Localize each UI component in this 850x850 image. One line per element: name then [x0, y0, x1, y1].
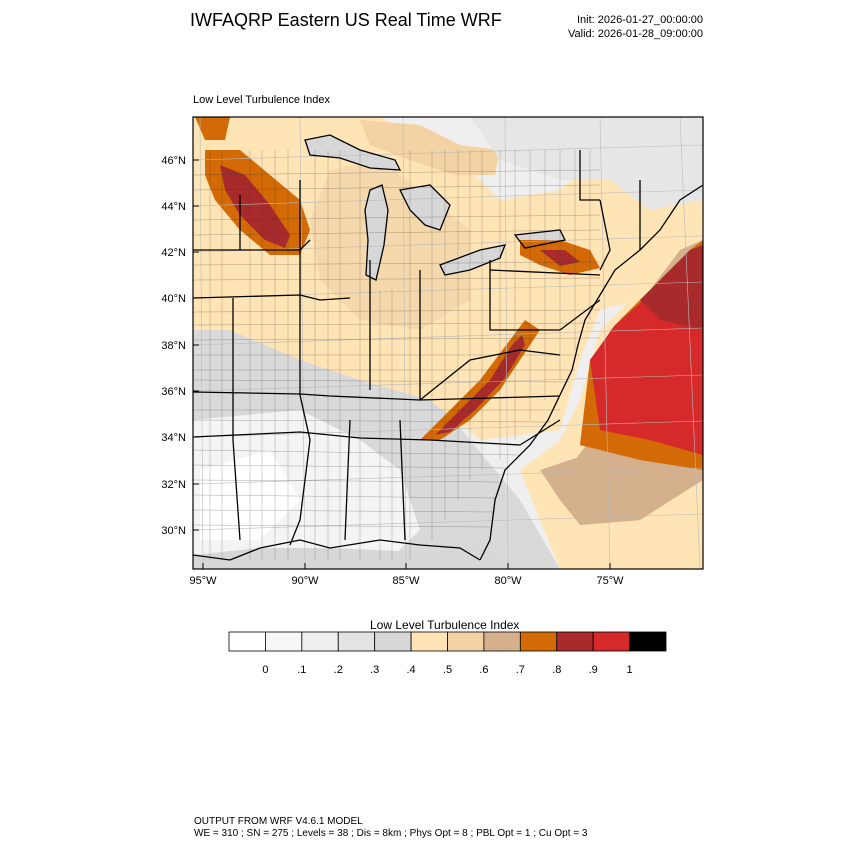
colorbar-swatch: [410, 631, 448, 652]
lon-label: 95°W: [189, 575, 217, 587]
plot-title: Low Level Turbulence Index: [193, 94, 330, 106]
colorbar-label: .1: [297, 664, 306, 676]
map-field: [193, 117, 703, 569]
colorbar-label: .2: [334, 664, 343, 676]
midwest-red: [220, 165, 290, 248]
colorbar-label: .3: [370, 664, 379, 676]
lon-label: 80°W: [494, 575, 522, 587]
colorbar-label: .5: [443, 664, 452, 676]
lat-label: 44°N: [161, 201, 186, 213]
lat-label: 46°N: [161, 155, 186, 167]
colorbar-label: .4: [406, 664, 415, 676]
valid-time: Valid: 2026-01-28_09:00:00: [568, 28, 703, 40]
lon-label: 85°W: [392, 575, 420, 587]
colorbar-swatch: [519, 631, 558, 652]
lat-label: 30°N: [161, 525, 186, 537]
gray-field-canada: [470, 117, 703, 210]
colorbar-label: .9: [589, 664, 598, 676]
northwest-orange: [195, 117, 230, 140]
colorbar-label: .7: [516, 664, 525, 676]
longitude-axis: 95°W 90°W 85°W 80°W 75°W: [189, 563, 624, 587]
colorbar: 0 .1 .2 .3 .4 .5 .6 .7 .8 .9 1: [228, 631, 667, 676]
footer-model-line: OUTPUT FROM WRF V4.6.1 MODEL: [194, 816, 363, 827]
colorbar-swatch: [337, 631, 376, 652]
lon-label: 75°W: [596, 575, 624, 587]
lake-erie: [440, 245, 505, 275]
lake-huron: [400, 185, 450, 230]
lat-label: 40°N: [161, 293, 186, 305]
footer-config-line: WE = 310 ; SN = 275 ; Levels = 38 ; Dis …: [194, 828, 588, 839]
colorbar-swatch: [483, 631, 521, 652]
colorbar-swatch: [301, 631, 339, 652]
gulf-gray: [193, 548, 520, 569]
colorbar-label: 0: [262, 664, 268, 676]
lat-label: 38°N: [161, 340, 186, 352]
lake-superior: [305, 135, 400, 170]
colorbar-label: .8: [552, 664, 561, 676]
colorbar-title: Low Level Turbulence Index: [370, 618, 520, 632]
colorbar-swatch: [228, 631, 266, 652]
map-frame: [192, 116, 704, 570]
colorbar-swatch: [265, 631, 303, 652]
colorbar-label: .6: [479, 664, 488, 676]
lake-michigan: [365, 185, 388, 280]
state-borders: [193, 134, 703, 561]
lat-label: 32°N: [161, 479, 186, 491]
init-time: Init: 2026-01-27_00:00:00: [577, 14, 703, 26]
colorbar-swatch: [556, 631, 594, 652]
colorbar-swatch: [374, 631, 412, 652]
ocean-darkred-field: [640, 245, 703, 330]
lat-label: 34°N: [161, 432, 186, 444]
appalachian-red: [435, 335, 525, 435]
colorbar-label: 1: [627, 664, 633, 676]
latitude-axis: 46°N 44°N 42°N 40°N 38°N 36°N 34°N 32°N 30°N: [161, 155, 199, 537]
lon-label: 90°W: [291, 575, 319, 587]
colorbar-swatch: [592, 631, 630, 652]
ocean-brown-patch: [540, 450, 640, 525]
county-borders: [193, 150, 601, 560]
main-title: IWFAQRP Eastern US Real Time WRF: [190, 10, 502, 30]
lat-label: 36°N: [161, 386, 186, 398]
lat-label: 42°N: [161, 247, 186, 259]
colorbar-swatch: [629, 631, 667, 652]
tan-field-north: [360, 120, 500, 175]
colorbar-swatch: [447, 631, 485, 652]
